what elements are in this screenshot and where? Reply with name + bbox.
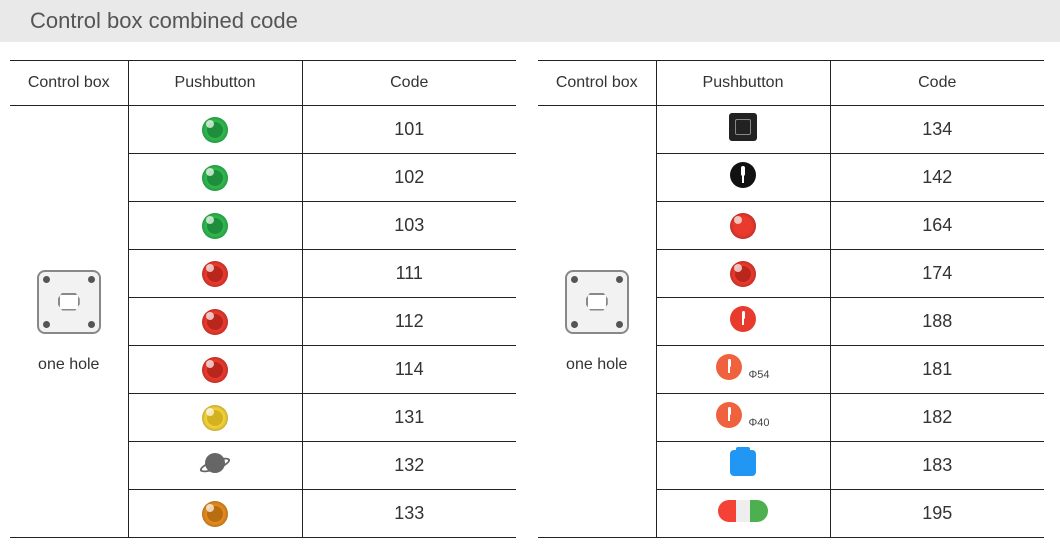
diameter-label: Φ40 — [748, 417, 769, 429]
pushbutton-cell — [128, 106, 302, 154]
code-cell: 164 — [830, 202, 1044, 250]
col-header-box: Control box — [538, 61, 656, 106]
pushbutton-icon — [202, 117, 228, 143]
pushbutton-cell — [128, 250, 302, 298]
pushbutton-icon — [730, 213, 756, 239]
pushbutton-cell — [128, 346, 302, 394]
socket-icon — [729, 113, 757, 141]
code-cell: 103 — [302, 202, 516, 250]
pushbutton-icon — [202, 357, 228, 383]
pushbutton-cell — [656, 442, 830, 490]
pushbutton-cell — [128, 154, 302, 202]
pushbutton-cell — [656, 298, 830, 346]
pushbutton-cell — [128, 394, 302, 442]
pushbutton-cell — [128, 202, 302, 250]
code-cell: 182 — [830, 394, 1044, 442]
col-header-push: Pushbutton — [656, 61, 830, 106]
pushbutton-cell — [656, 154, 830, 202]
selector-icon — [202, 450, 228, 476]
pushbutton-cell — [656, 202, 830, 250]
control-box-label: one hole — [37, 356, 101, 374]
col-header-code: Code — [830, 61, 1044, 106]
pushbutton-icon — [730, 261, 756, 287]
control-box-illustration: one hole — [37, 270, 101, 374]
code-table-left: Control box Pushbutton Code one hole — [10, 60, 516, 538]
pushbutton-cell — [128, 298, 302, 346]
col-header-push: Pushbutton — [128, 61, 302, 106]
code-cell: 101 — [302, 106, 516, 154]
control-box-cell: one hole — [10, 106, 128, 538]
code-cell: 134 — [830, 106, 1044, 154]
col-header-code: Code — [302, 61, 516, 106]
pushbutton-icon — [202, 261, 228, 287]
pushbutton-icon — [202, 165, 228, 191]
code-cell: 114 — [302, 346, 516, 394]
page-title: Control box combined code — [0, 0, 1060, 42]
pushbutton-cell: Φ54 — [656, 346, 830, 394]
tables-container: Control box Pushbutton Code one hole — [0, 60, 1060, 538]
key-switch-icon — [730, 306, 756, 332]
code-table-right: Control box Pushbutton Code one hole 134… — [538, 60, 1044, 538]
pushbutton-cell — [656, 250, 830, 298]
code-cell: 195 — [830, 490, 1044, 538]
pushbutton-cell — [656, 106, 830, 154]
pushbutton-cell: Φ40 — [656, 394, 830, 442]
code-cell: 102 — [302, 154, 516, 202]
pushbutton-cell — [656, 490, 830, 538]
code-cell: 174 — [830, 250, 1044, 298]
pushbutton-icon — [202, 501, 228, 527]
pushbutton-cell — [128, 490, 302, 538]
one-hole-box-icon — [37, 270, 101, 334]
pushbutton-icon — [202, 405, 228, 431]
control-box-cell: one hole — [538, 106, 656, 538]
code-cell: 131 — [302, 394, 516, 442]
double-button-icon — [718, 500, 768, 522]
key-switch-icon — [730, 162, 756, 188]
code-cell: 111 — [302, 250, 516, 298]
pushbutton-cell — [128, 442, 302, 490]
diameter-label: Φ54 — [748, 369, 769, 381]
code-cell: 112 — [302, 298, 516, 346]
key-switch-icon — [716, 354, 742, 380]
key-switch-icon — [716, 402, 742, 428]
pushbutton-icon — [202, 213, 228, 239]
control-box-label: one hole — [565, 356, 629, 374]
code-cell: 181 — [830, 346, 1044, 394]
table-row: one hole 101 — [10, 106, 516, 154]
code-cell: 132 — [302, 442, 516, 490]
table-row: one hole 134 — [538, 106, 1044, 154]
code-cell: 183 — [830, 442, 1044, 490]
col-header-box: Control box — [10, 61, 128, 106]
code-cell: 188 — [830, 298, 1044, 346]
pushbutton-icon — [202, 309, 228, 335]
control-box-illustration: one hole — [565, 270, 629, 374]
one-hole-box-icon — [565, 270, 629, 334]
code-cell: 133 — [302, 490, 516, 538]
module-icon — [730, 450, 756, 476]
code-cell: 142 — [830, 154, 1044, 202]
